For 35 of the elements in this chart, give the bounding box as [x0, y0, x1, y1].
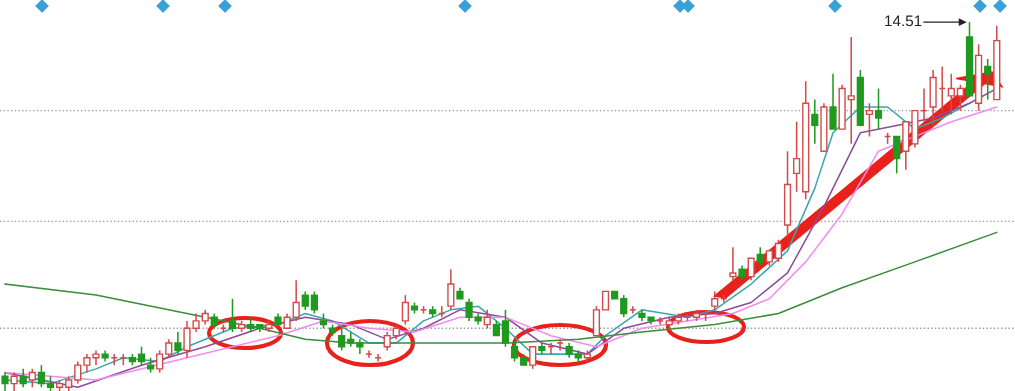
candlestick — [165, 338, 173, 359]
candlestick — [365, 349, 373, 359]
candlestick — [847, 36, 855, 145]
candlestick — [574, 349, 582, 363]
candlestick — [201, 309, 209, 326]
candlestick — [756, 246, 764, 267]
candlestick — [811, 98, 819, 145]
candlestick — [1, 371, 9, 391]
candlestick — [665, 316, 673, 330]
candlestick — [474, 312, 482, 326]
candlestick — [447, 268, 455, 311]
candlestick — [483, 309, 491, 330]
candlestick — [738, 264, 746, 282]
candlestick — [656, 316, 664, 326]
candlestick — [556, 338, 564, 352]
candlestick — [929, 69, 937, 127]
annotation: 14.51 — [885, 15, 922, 27]
candlestick — [101, 349, 109, 363]
candlestick — [383, 331, 391, 352]
candlestick — [565, 342, 573, 359]
candlestick — [356, 338, 364, 355]
candlestick — [729, 246, 737, 282]
candlestick — [265, 320, 273, 333]
candlestick — [74, 360, 82, 385]
candlestick — [110, 353, 118, 366]
candlestick — [620, 294, 628, 318]
candlestick — [465, 298, 473, 322]
candlestick — [629, 305, 637, 315]
candlestick — [292, 279, 300, 322]
candlestick — [538, 342, 546, 355]
candlestick — [174, 331, 182, 355]
candlestick — [10, 371, 18, 391]
candlestick — [19, 368, 27, 389]
candlestick — [793, 120, 801, 193]
candlestick — [347, 331, 355, 348]
